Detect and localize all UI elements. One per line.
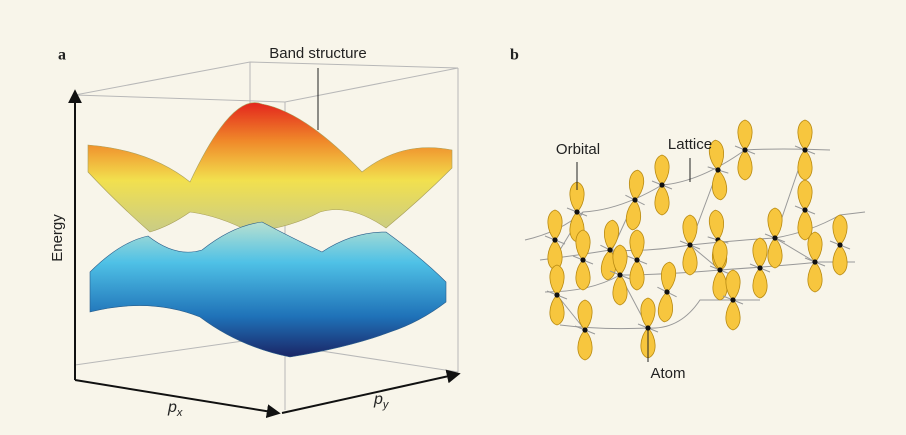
px-sub: x [176, 407, 183, 419]
orbital-label: Orbital [556, 141, 600, 158]
atom-dot [757, 265, 762, 270]
atom-dot [772, 235, 777, 240]
atom-dot [659, 182, 664, 187]
atom-dot [582, 327, 587, 332]
atom-dot [802, 207, 807, 212]
atom-dot [717, 267, 722, 272]
band-label: Band structure [269, 45, 367, 62]
atom-dot [580, 257, 585, 262]
atom-dot [837, 242, 842, 247]
atom-dot [645, 325, 650, 330]
atom-dot [802, 147, 807, 152]
atom-dot [552, 237, 557, 242]
px-base: p [167, 399, 177, 416]
py-base: p [373, 391, 383, 408]
atom-dot [742, 147, 747, 152]
lattice-label: Lattice [668, 136, 712, 153]
panel-label: b [510, 47, 519, 64]
atom-dot [554, 292, 559, 297]
energy-label: Energy [49, 214, 66, 262]
atom-dot [730, 297, 735, 302]
figure: a Band structure Energy px py b Orbital … [0, 0, 906, 435]
atom-label: Atom [650, 365, 685, 382]
atom-dot [687, 242, 692, 247]
atom-dot [634, 257, 639, 262]
atom-dot [574, 209, 579, 214]
atom-dot [812, 259, 817, 264]
atom-dot [617, 272, 622, 277]
panel-label: a [58, 47, 66, 64]
